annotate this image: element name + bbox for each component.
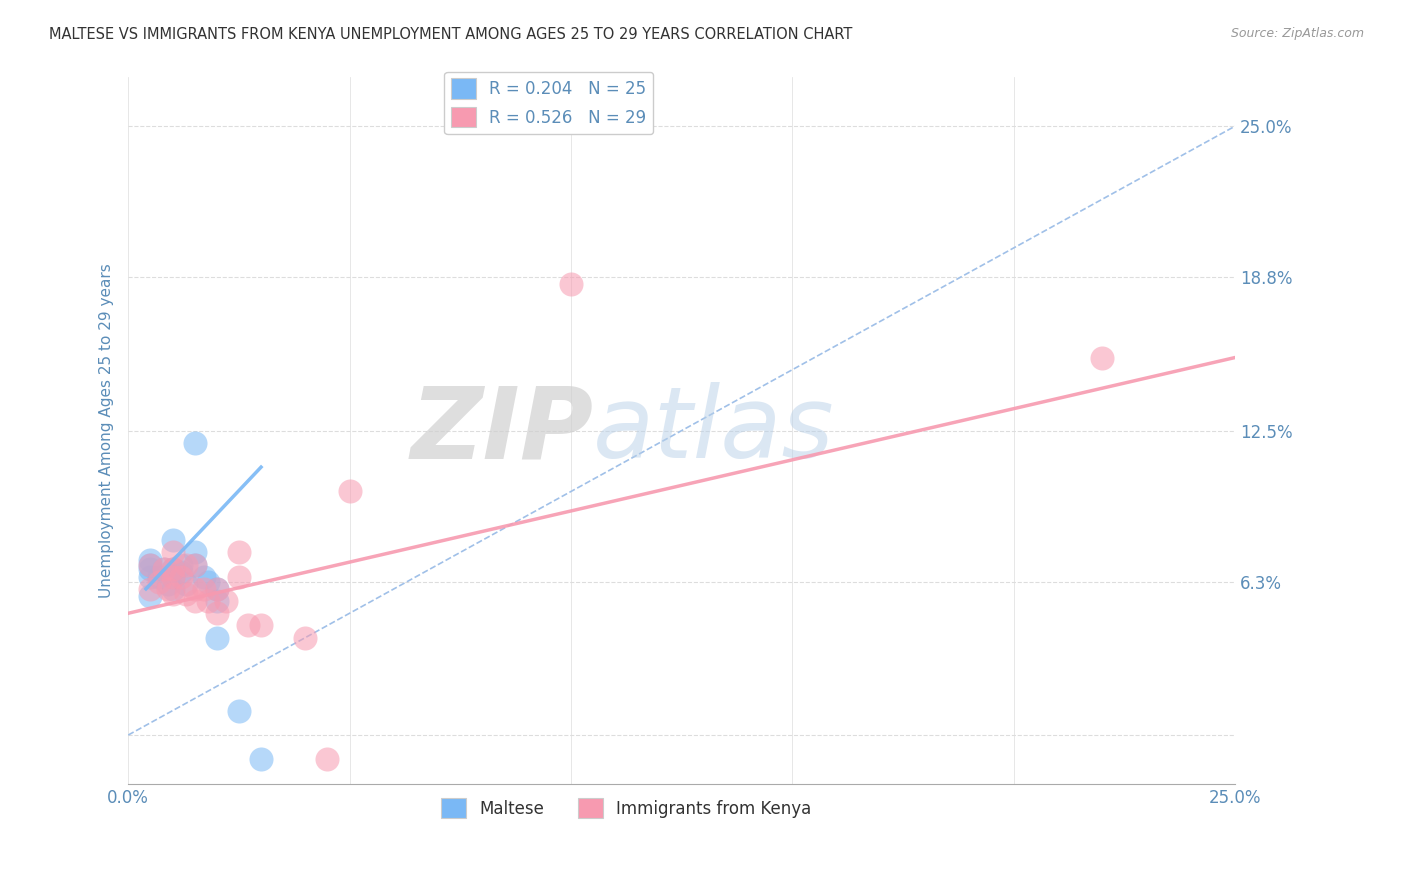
Maltese [148, 570, 170, 584]
Immigrants from Kenya [339, 484, 361, 499]
Maltese [228, 704, 250, 718]
Text: Source: ZipAtlas.com: Source: ZipAtlas.com [1230, 27, 1364, 40]
Maltese [250, 752, 273, 766]
Maltese [162, 562, 184, 576]
Text: ZIP: ZIP [411, 382, 593, 479]
Immigrants from Kenya [162, 570, 184, 584]
Immigrants from Kenya [162, 587, 184, 601]
Maltese [205, 631, 228, 645]
Immigrants from Kenya [193, 582, 215, 596]
Immigrants from Kenya [139, 558, 162, 572]
Maltese [157, 577, 180, 591]
Maltese [162, 582, 184, 596]
Immigrants from Kenya [560, 277, 582, 292]
Maltese [139, 552, 162, 566]
Maltese [193, 570, 215, 584]
Immigrants from Kenya [214, 594, 236, 608]
Maltese [152, 562, 174, 576]
Maltese [183, 545, 205, 559]
Immigrants from Kenya [162, 545, 184, 559]
Text: MALTESE VS IMMIGRANTS FROM KENYA UNEMPLOYMENT AMONG AGES 25 TO 29 YEARS CORRELAT: MALTESE VS IMMIGRANTS FROM KENYA UNEMPLO… [49, 27, 852, 42]
Immigrants from Kenya [205, 582, 228, 596]
Immigrants from Kenya [174, 587, 197, 601]
Immigrants from Kenya [228, 545, 250, 559]
Immigrants from Kenya [236, 618, 259, 632]
Immigrants from Kenya [294, 631, 316, 645]
Immigrants from Kenya [205, 606, 228, 620]
Immigrants from Kenya [139, 582, 162, 596]
Maltese [139, 562, 162, 576]
Maltese [183, 435, 205, 450]
Immigrants from Kenya [197, 594, 219, 608]
Legend: Maltese, Immigrants from Kenya: Maltese, Immigrants from Kenya [434, 791, 818, 825]
Immigrants from Kenya [228, 570, 250, 584]
Immigrants from Kenya [152, 562, 174, 576]
Immigrants from Kenya [162, 562, 184, 576]
Maltese [162, 533, 184, 548]
Text: atlas: atlas [593, 382, 835, 479]
Maltese [174, 577, 197, 591]
Immigrants from Kenya [1091, 351, 1114, 365]
Maltese [170, 565, 193, 579]
Immigrants from Kenya [148, 574, 170, 589]
Immigrants from Kenya [183, 594, 205, 608]
Maltese [205, 594, 228, 608]
Immigrants from Kenya [250, 618, 273, 632]
Immigrants from Kenya [174, 558, 197, 572]
Maltese [139, 589, 162, 603]
Immigrants from Kenya [170, 570, 193, 584]
Immigrants from Kenya [157, 582, 180, 596]
Immigrants from Kenya [183, 558, 205, 572]
Y-axis label: Unemployment Among Ages 25 to 29 years: Unemployment Among Ages 25 to 29 years [100, 263, 114, 598]
Maltese [183, 558, 205, 572]
Immigrants from Kenya [183, 582, 205, 596]
Maltese [139, 558, 162, 572]
Maltese [170, 558, 193, 572]
Maltese [162, 570, 184, 584]
Immigrants from Kenya [316, 752, 339, 766]
Maltese [205, 582, 228, 596]
Maltese [139, 570, 162, 584]
Maltese [197, 574, 219, 589]
